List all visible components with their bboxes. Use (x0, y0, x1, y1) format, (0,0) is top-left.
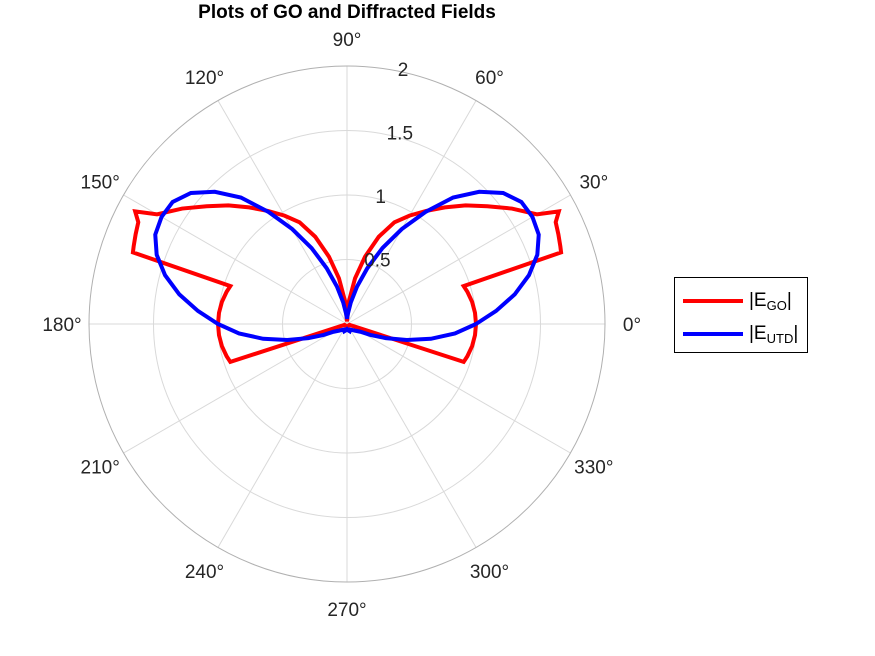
legend-swatch-utd (683, 332, 743, 336)
angle-tick-label-150: 150° (81, 173, 120, 194)
radial-tick-label-0.5: 0.5 (364, 250, 390, 271)
polar-outer-ring (88, 65, 606, 583)
legend: |EGO| |EUTD| (674, 277, 808, 353)
legend-swatch-go (683, 299, 743, 303)
angle-tick-label-30: 30° (579, 173, 608, 194)
angle-tick-label-90: 90° (333, 30, 362, 51)
angle-tick-label-240: 240° (185, 562, 224, 583)
radial-tick-label-2: 2 (398, 60, 409, 81)
angle-tick-label-180: 180° (42, 315, 81, 336)
grid-ring-0.5 (282, 259, 412, 389)
angle-tick-label-300: 300° (470, 562, 509, 583)
angle-tick-label-210: 210° (81, 458, 120, 479)
legend-entry-utd: |EUTD| (683, 322, 798, 346)
series-layer (130, 189, 564, 365)
polar-grid (88, 65, 606, 583)
angle-tick-label-120: 120° (185, 68, 224, 89)
legend-label-utd: |EUTD| (749, 322, 799, 346)
chart-title: Plots of GO and Diffracted Fields (198, 2, 496, 23)
radial-tick-label-1: 1 (375, 187, 386, 208)
legend-label-go: |EGO| (749, 289, 792, 313)
series-line-go (130, 203, 564, 365)
grid-ring-1.5 (153, 130, 541, 518)
tick-labels: 0° 30° 60° 90° 120° 150° 180° 210° 240° 270° 300° 3… (42, 30, 641, 621)
angle-tick-label-330: 330° (574, 458, 613, 479)
legend-entry-go: |EGO| (683, 289, 792, 313)
radial-tick-label-1.5: 1.5 (387, 123, 413, 144)
angle-tick-label-270: 270° (327, 600, 366, 621)
series-line-utd (153, 189, 541, 343)
angle-tick-label-60: 60° (475, 68, 504, 89)
angle-tick-label-0: 0° (623, 315, 641, 336)
